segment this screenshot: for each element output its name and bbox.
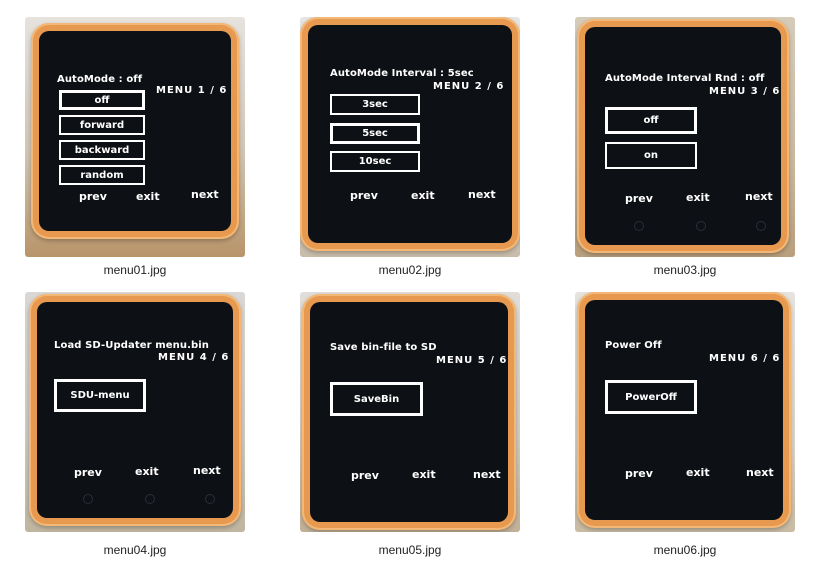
option-3sec-button[interactable]: 3sec (330, 94, 420, 115)
menu-title: Save bin-file to SD (330, 342, 437, 353)
prev-button[interactable]: prev (74, 466, 102, 479)
next-button[interactable]: next (193, 464, 221, 477)
sdu-menu-button[interactable]: SDU-menu (54, 379, 146, 412)
device-body: Load SD-Updater menu.bin MENU 4 / 6 SDU-… (29, 294, 241, 526)
device-screen: Power Off MENU 6 / 6 PowerOff prev exit … (585, 300, 783, 520)
savebin-button[interactable]: SaveBin (330, 382, 423, 416)
exit-button[interactable]: exit (686, 466, 710, 479)
device-screen: Save bin-file to SD MENU 5 / 6 SaveBin p… (310, 302, 508, 522)
device-hole (145, 494, 155, 504)
device-body: Power Off MENU 6 / 6 PowerOff prev exit … (577, 292, 791, 528)
exit-button[interactable]: exit (136, 190, 160, 203)
menu-counter: MENU 1 / 6 (156, 85, 228, 96)
prev-button[interactable]: prev (625, 467, 653, 480)
caption-menu01: menu01.jpg (103, 263, 167, 277)
exit-button[interactable]: exit (686, 191, 710, 204)
device-hole (696, 221, 706, 231)
photo-menu06: Power Off MENU 6 / 6 PowerOff prev exit … (575, 292, 795, 532)
device-hole (83, 494, 93, 504)
poweroff-button[interactable]: PowerOff (605, 380, 697, 414)
device-hole (756, 221, 766, 231)
caption-menu05: menu05.jpg (378, 543, 442, 557)
device-body: AutoMode Interval Rnd : off MENU 3 / 6 o… (577, 19, 789, 253)
menu-counter: MENU 3 / 6 (709, 86, 781, 97)
device-body: AutoMode Interval : 5sec MENU 2 / 6 3sec… (300, 17, 520, 251)
menu-counter: MENU 2 / 6 (433, 81, 505, 92)
prev-button[interactable]: prev (350, 189, 378, 202)
menu-counter: MENU 6 / 6 (709, 353, 781, 364)
device-body: AutoMode : off MENU 1 / 6 off forward ba… (31, 23, 239, 239)
next-button[interactable]: next (746, 466, 774, 479)
device-screen: AutoMode Interval : 5sec MENU 2 / 6 3sec… (308, 25, 512, 243)
caption-menu02: menu02.jpg (378, 263, 442, 277)
prev-button[interactable]: prev (79, 190, 107, 203)
photo-menu05: Save bin-file to SD MENU 5 / 6 SaveBin p… (300, 292, 520, 532)
device-hole (634, 221, 644, 231)
device-screen: AutoMode Interval Rnd : off MENU 3 / 6 o… (585, 27, 781, 245)
photo-menu02: AutoMode Interval : 5sec MENU 2 / 6 3sec… (300, 17, 520, 257)
option-backward-button[interactable]: backward (59, 140, 145, 160)
photo-menu03: AutoMode Interval Rnd : off MENU 3 / 6 o… (575, 17, 795, 257)
next-button[interactable]: next (745, 190, 773, 203)
option-forward-button[interactable]: forward (59, 115, 145, 135)
caption-menu06: menu06.jpg (653, 543, 717, 557)
device-screen: AutoMode : off MENU 1 / 6 off forward ba… (39, 31, 231, 231)
option-off-button[interactable]: off (59, 90, 145, 110)
option-on-button[interactable]: on (605, 142, 697, 169)
menu-title: Load SD-Updater menu.bin (54, 340, 209, 351)
caption-menu04: menu04.jpg (103, 543, 167, 557)
device-body: Save bin-file to SD MENU 5 / 6 SaveBin p… (302, 294, 516, 530)
menu-title: Power Off (605, 340, 662, 351)
exit-button[interactable]: exit (135, 465, 159, 478)
menu-title: AutoMode : off (57, 74, 143, 85)
photo-menu01: AutoMode : off MENU 1 / 6 off forward ba… (25, 17, 245, 257)
menu-title: AutoMode Interval : 5sec (330, 68, 474, 79)
option-random-button[interactable]: random (59, 165, 145, 185)
menu-counter: MENU 5 / 6 (436, 355, 508, 366)
prev-button[interactable]: prev (351, 469, 379, 482)
next-button[interactable]: next (468, 188, 496, 201)
option-5sec-button[interactable]: 5sec (330, 123, 420, 144)
caption-menu03: menu03.jpg (653, 263, 717, 277)
next-button[interactable]: next (473, 468, 501, 481)
photo-menu04: Load SD-Updater menu.bin MENU 4 / 6 SDU-… (25, 292, 245, 532)
option-off-button[interactable]: off (605, 107, 697, 134)
device-screen: Load SD-Updater menu.bin MENU 4 / 6 SDU-… (37, 302, 233, 518)
menu-counter: MENU 4 / 6 (158, 352, 230, 363)
prev-button[interactable]: prev (625, 192, 653, 205)
device-hole (205, 494, 215, 504)
menu-title: AutoMode Interval Rnd : off (605, 73, 765, 84)
next-button[interactable]: next (191, 188, 219, 201)
option-10sec-button[interactable]: 10sec (330, 151, 420, 172)
exit-button[interactable]: exit (411, 189, 435, 202)
exit-button[interactable]: exit (412, 468, 436, 481)
